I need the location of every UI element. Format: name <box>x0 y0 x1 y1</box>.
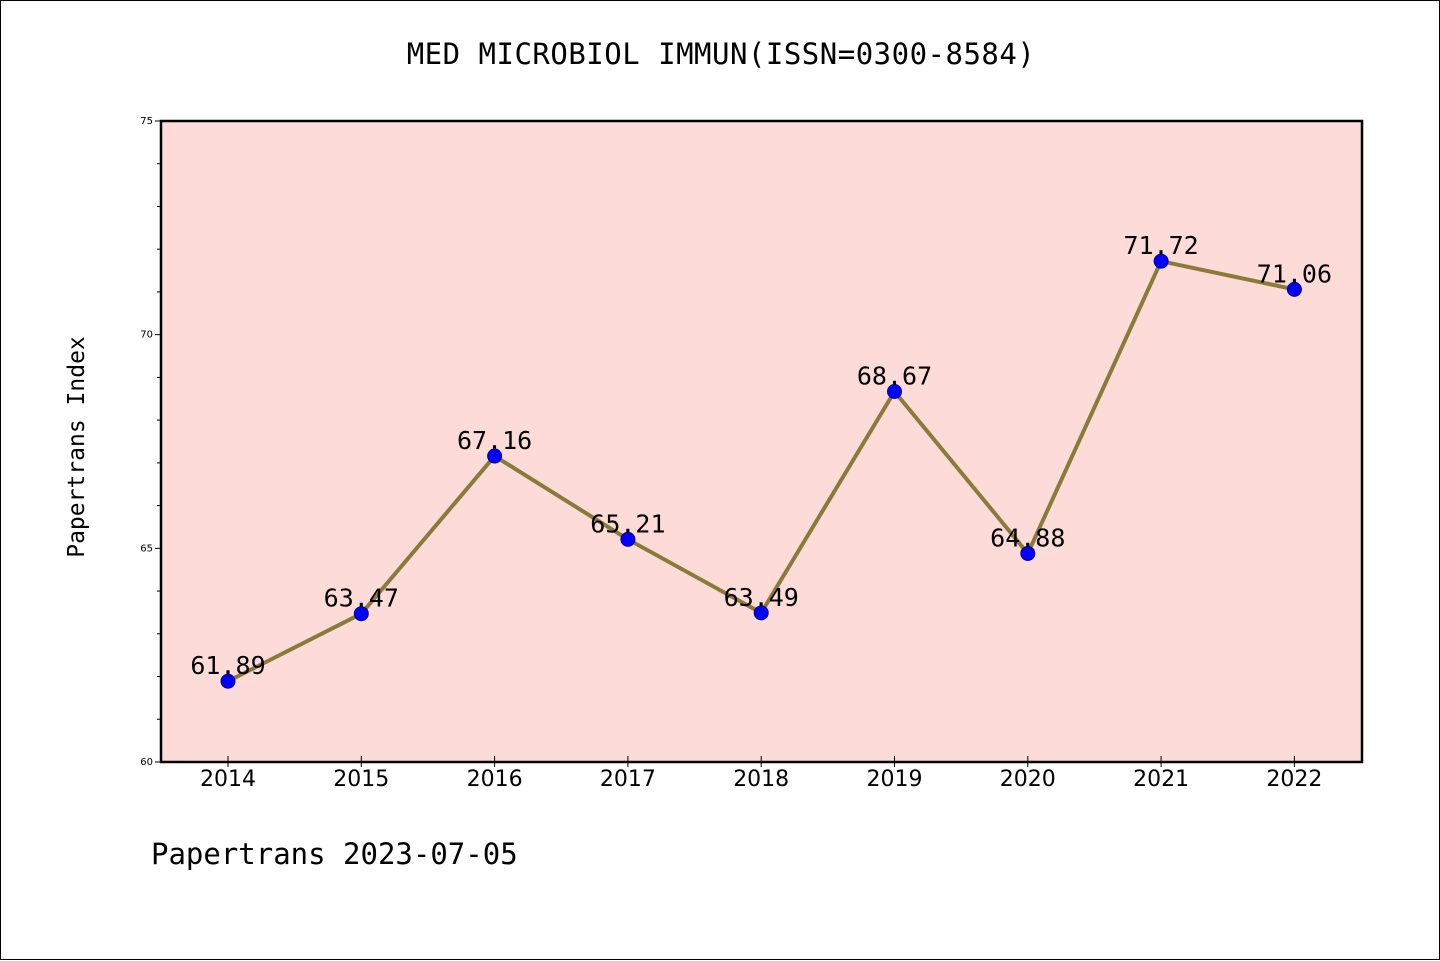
y-tick-label: 60 <box>140 757 153 768</box>
data-label: 71.06 <box>1257 259 1332 288</box>
data-point <box>1286 281 1302 297</box>
data-label: 67.16 <box>457 426 532 455</box>
data-label: 71.72 <box>1123 231 1198 260</box>
x-tick-label: 2020 <box>1000 767 1056 792</box>
footer-note: Papertrans 2023-07-05 <box>151 837 518 871</box>
x-tick-label: 2018 <box>733 767 789 792</box>
data-point <box>487 448 503 464</box>
data-label: 63.49 <box>724 583 799 612</box>
data-label: 64.88 <box>990 523 1065 552</box>
y-tick-label: 65 <box>140 543 153 554</box>
x-tick-label: 2015 <box>333 767 389 792</box>
data-label: 68.67 <box>857 362 932 391</box>
data-point <box>1153 253 1169 269</box>
data-point <box>887 384 902 400</box>
chart-title: MED MICROBIOL IMMUN(ISSN=0300-8584) <box>406 37 1036 71</box>
y-tick-label: 70 <box>140 330 153 341</box>
data-point <box>220 673 236 689</box>
x-tick-label: 2017 <box>600 767 656 792</box>
x-tick-label: 2014 <box>200 767 256 792</box>
data-point <box>753 605 769 621</box>
x-tick-label: 2019 <box>867 767 923 792</box>
plot-background <box>161 121 1362 762</box>
x-tick-label: 2016 <box>467 767 523 792</box>
data-label: 61.89 <box>190 651 265 680</box>
data-label: 63.47 <box>324 584 399 613</box>
data-point <box>620 531 636 547</box>
x-tick-label: 2021 <box>1133 767 1189 792</box>
data-point <box>1020 545 1036 561</box>
y-tick-label: 75 <box>140 116 153 127</box>
x-tick-label: 2022 <box>1266 767 1322 792</box>
data-label: 65.21 <box>590 509 665 538</box>
plot-frame <box>159 119 1364 764</box>
data-point <box>353 606 369 622</box>
